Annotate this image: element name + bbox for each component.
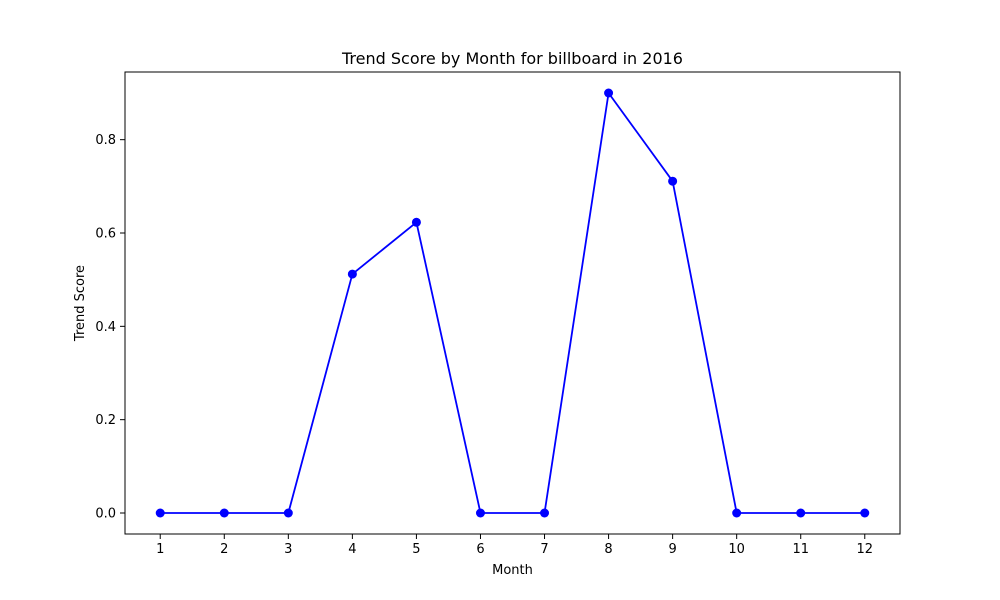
y-tick-label: 0.2 bbox=[95, 413, 116, 428]
data-point bbox=[668, 176, 678, 186]
data-point bbox=[604, 88, 614, 98]
x-tick-label: 4 bbox=[348, 542, 356, 557]
x-tick-label: 2 bbox=[220, 542, 228, 557]
plot-area bbox=[124, 71, 901, 535]
x-tick-label: 11 bbox=[792, 542, 809, 557]
series-points bbox=[155, 88, 870, 518]
x-tick-label: 1 bbox=[156, 542, 164, 557]
x-tick-label: 10 bbox=[728, 542, 745, 557]
x-tick-label: 7 bbox=[540, 542, 548, 557]
data-point bbox=[860, 508, 870, 518]
x-tick-label: 6 bbox=[476, 542, 484, 557]
x-tick-label: 12 bbox=[856, 542, 873, 557]
data-point bbox=[411, 217, 421, 227]
data-point bbox=[475, 508, 485, 518]
y-axis-ticks: 0.0 0.2 0.4 0.6 0.8 bbox=[95, 133, 125, 522]
series-line bbox=[160, 92, 865, 514]
data-point bbox=[283, 508, 293, 518]
y-axis-label: Trend Score bbox=[73, 265, 88, 342]
data-point bbox=[732, 508, 742, 518]
data-point bbox=[796, 508, 806, 518]
data-point bbox=[155, 508, 165, 518]
y-tick-label: 0.0 bbox=[95, 507, 116, 522]
x-tick-label: 9 bbox=[668, 542, 676, 557]
x-tick-label: 8 bbox=[604, 542, 612, 557]
x-axis-ticks: 1 2 3 4 5 6 7 8 9 10 11 12 bbox=[156, 534, 873, 557]
data-point bbox=[347, 269, 357, 279]
x-axis-label: Month bbox=[492, 563, 533, 578]
series-lines bbox=[160, 92, 865, 514]
data-point bbox=[219, 508, 229, 518]
y-tick-label: 0.8 bbox=[95, 133, 116, 148]
y-tick-label: 0.6 bbox=[95, 227, 116, 242]
data-point bbox=[540, 508, 550, 518]
x-tick-label: 5 bbox=[412, 542, 420, 557]
chart-title: Trend Score by Month for billboard in 20… bbox=[341, 49, 683, 68]
x-tick-label: 3 bbox=[284, 542, 292, 557]
y-tick-label: 0.4 bbox=[95, 320, 116, 335]
plot-frame bbox=[124, 71, 901, 535]
